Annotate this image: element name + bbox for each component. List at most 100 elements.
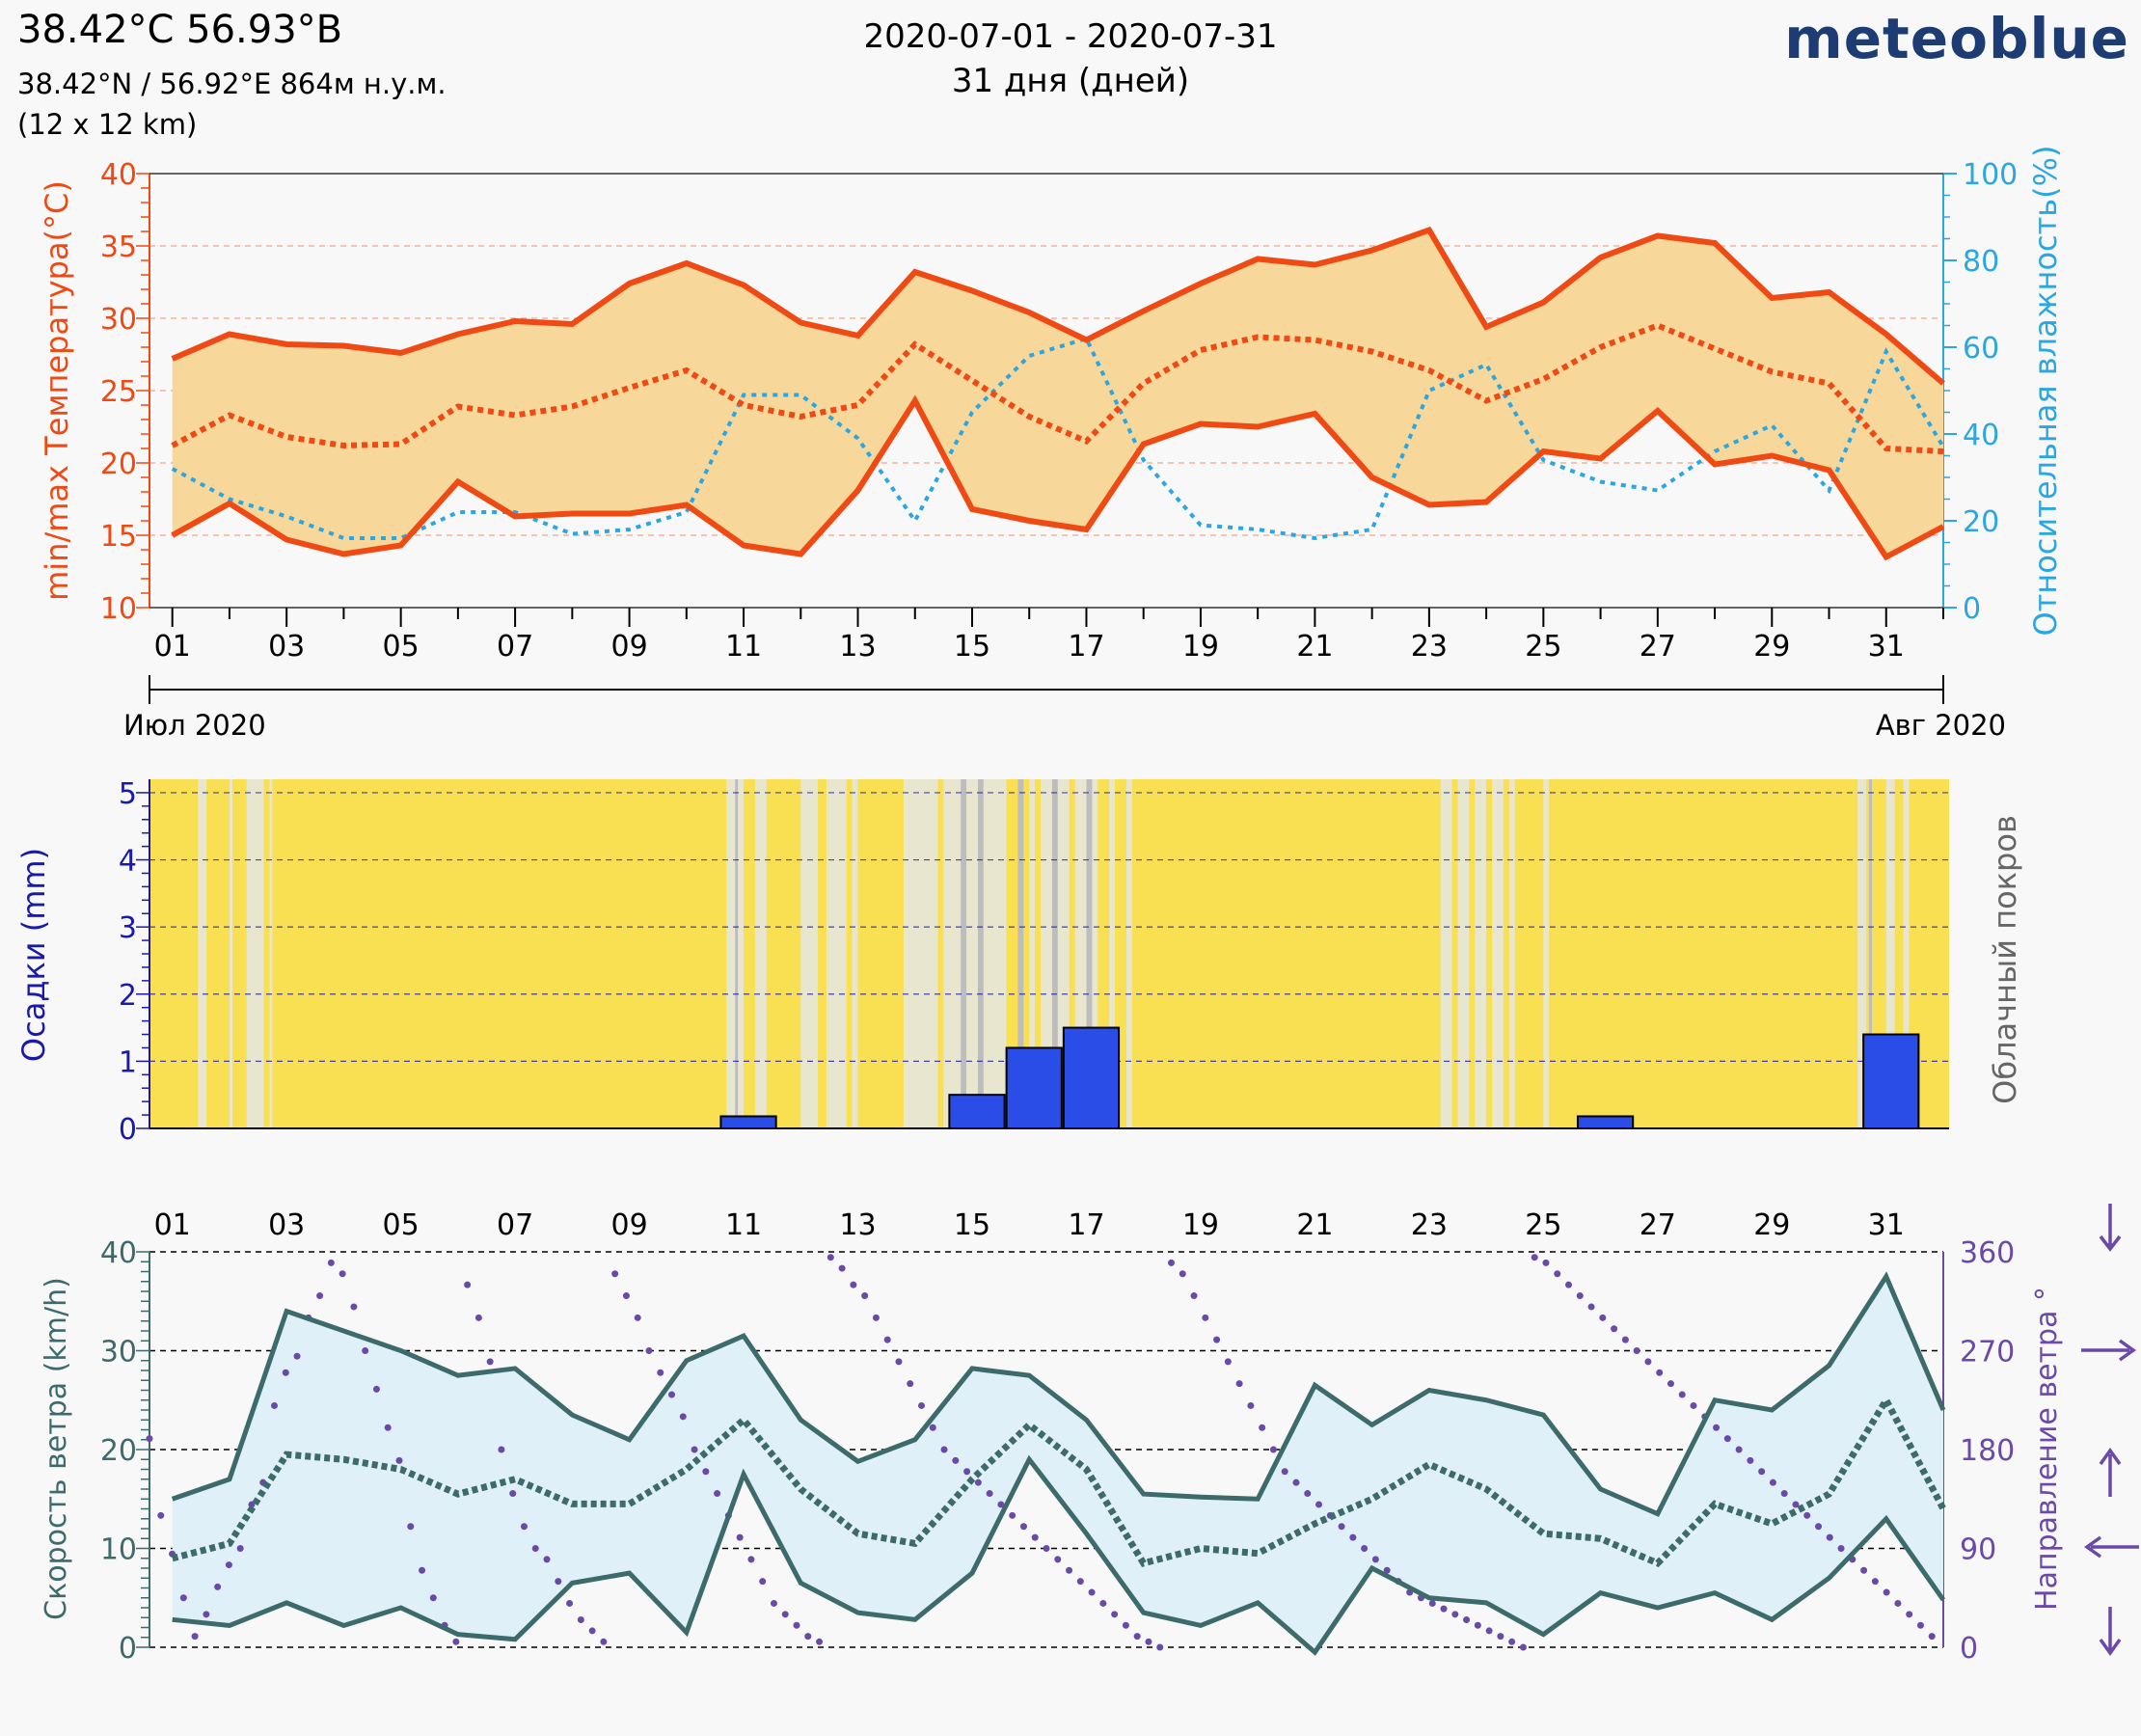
wind-direction-dot [316, 1292, 324, 1300]
wind-direction-dot [907, 1380, 914, 1388]
cloud-cover-span [1109, 779, 1116, 1128]
wind-direction-dot [588, 1627, 596, 1635]
wind-direction-dot [214, 1583, 222, 1590]
wind-direction-dot [714, 1490, 721, 1498]
wind-direction-dot [1122, 1621, 1129, 1629]
wind-direction-dot [1644, 1358, 1652, 1366]
wind-direction-dot [179, 1594, 187, 1602]
direction-tick-label: 270 [1960, 1336, 2015, 1370]
wind-direction-dot [293, 1352, 301, 1360]
wind-direction-dot [464, 1281, 472, 1288]
wind-direction-dot [600, 1638, 608, 1645]
wind-direction-dot [157, 1511, 165, 1519]
wind-tick-label: 40 [100, 1236, 137, 1270]
wind-direction-dot [1088, 1588, 1096, 1596]
wind-direction-dot [952, 1456, 960, 1464]
wind-range-band [172, 1276, 1943, 1647]
wind-direction-dot [339, 1270, 346, 1278]
precipitation-chart: 0 1 2 3 4 5 Осадки (mm) Облачный покров [15, 777, 2023, 1147]
wind-day-tick-label: 09 [610, 1208, 647, 1242]
wind-direction-dot [1542, 1259, 1550, 1266]
temp-axis-title: min/max Температура(°C) [39, 180, 75, 601]
wind-direction-dot [1099, 1599, 1107, 1607]
wind-direction-dot [1451, 1611, 1459, 1618]
wind-direction-dot [372, 1385, 380, 1393]
wind-direction-dot [350, 1303, 358, 1311]
day-tick-label: 11 [725, 630, 762, 664]
wind-direction-dot [1621, 1336, 1629, 1343]
cloud-cover-span [246, 779, 264, 1128]
wind-direction-dot [1440, 1605, 1448, 1613]
wind-direction-dot [452, 1638, 460, 1645]
wind-direction-dot [555, 1578, 562, 1586]
wind-direction-dot [883, 1336, 891, 1343]
wind-direction-dot [622, 1292, 630, 1300]
wind-direction-dot [645, 1347, 653, 1354]
direction-tick-label: 360 [1960, 1236, 2015, 1270]
day-tick-label: 13 [839, 630, 876, 664]
wind-axis-title: Скорость ветра (km/h) [40, 1277, 73, 1620]
precip-axis-title: Осадки (mm) [15, 848, 52, 1062]
day-tick-label: 17 [1068, 630, 1104, 664]
wind-direction-dot [1633, 1347, 1640, 1354]
cloud-cover-span [1017, 779, 1024, 1128]
wind-direction-dot [1735, 1446, 1743, 1453]
wind-direction-dot [429, 1594, 437, 1602]
cloud-cover-span [1857, 779, 1867, 1128]
wind-day-tick-label: 05 [383, 1208, 420, 1242]
wind-direction-dot [1349, 1533, 1357, 1541]
cloud-cover-span [1051, 779, 1058, 1128]
wind-direction-dot [668, 1391, 676, 1398]
wind-direction-dot [1497, 1633, 1504, 1641]
grid-resolution: (12 x 12 km) [17, 108, 198, 141]
wind-direction-dot [872, 1314, 880, 1321]
cloud-axis-title: Облачный покров [1987, 815, 2023, 1104]
wind-direction-dot [1906, 1611, 1913, 1618]
day-tick-label: 03 [268, 630, 305, 664]
wind-direction-dot [611, 1270, 619, 1278]
day-tick-label: 07 [497, 630, 533, 664]
wind-direction-dot [1338, 1523, 1345, 1531]
cloud-cover-span [1868, 779, 1872, 1128]
wind-direction-dot [759, 1578, 767, 1586]
wind-direction-dot [362, 1347, 369, 1354]
wind-tick-label: 20 [100, 1434, 137, 1468]
cloud-cover-span [198, 779, 207, 1128]
wind-direction-dot [225, 1561, 232, 1569]
day-tick-label: 23 [1411, 630, 1448, 664]
precip-tick-label: 2 [119, 979, 137, 1013]
wind-direction-dot [1269, 1446, 1277, 1453]
wind-direction-arrow-icon [2099, 1607, 2122, 1657]
date-period: 2020-07-01 - 2020-07-31 [863, 17, 1278, 56]
wind-direction-dot [1145, 1638, 1152, 1645]
wind-direction-dot [146, 1435, 153, 1443]
wind-direction-dot [543, 1556, 551, 1563]
cloud-cover-span [1508, 779, 1515, 1128]
wind-direction-dot [1202, 1314, 1209, 1321]
wind-direction-dot [1916, 1621, 1924, 1629]
wind-direction-dot [270, 1401, 278, 1409]
precip-tick-label: 5 [119, 777, 137, 811]
wind-direction-dot [1826, 1533, 1833, 1541]
wind-direction-dot [1531, 1254, 1538, 1261]
wind-direction-dot [509, 1490, 517, 1498]
wind-direction-dot [419, 1566, 426, 1574]
wind-direction-dot [282, 1369, 289, 1376]
cloud-cover-span [903, 779, 938, 1128]
wind-day-tick-label: 03 [268, 1208, 305, 1242]
wind-direction-dot [1803, 1511, 1811, 1519]
wind-direction-dot [1066, 1566, 1073, 1574]
wind-chart: 01 03 05 07 09 11 13 15 17 19 21 23 25 27 29 31 0 10 20 30 4… [40, 1204, 2139, 1666]
wind-direction-dot [1883, 1588, 1890, 1596]
wind-direction-dot [736, 1533, 744, 1541]
cloud-cover-span [800, 779, 819, 1128]
wind-day-tick-label: 31 [1868, 1208, 1905, 1242]
wind-direction-dot [929, 1424, 936, 1431]
precip-bar [1862, 1033, 1920, 1129]
day-tick-label: 05 [383, 630, 420, 664]
wind-direction-dot [1565, 1281, 1573, 1288]
day-tick-label: 25 [1525, 630, 1561, 664]
precip-tick-label: 0 [119, 1113, 137, 1147]
wind-direction-arrow-icon [2099, 1204, 2122, 1252]
